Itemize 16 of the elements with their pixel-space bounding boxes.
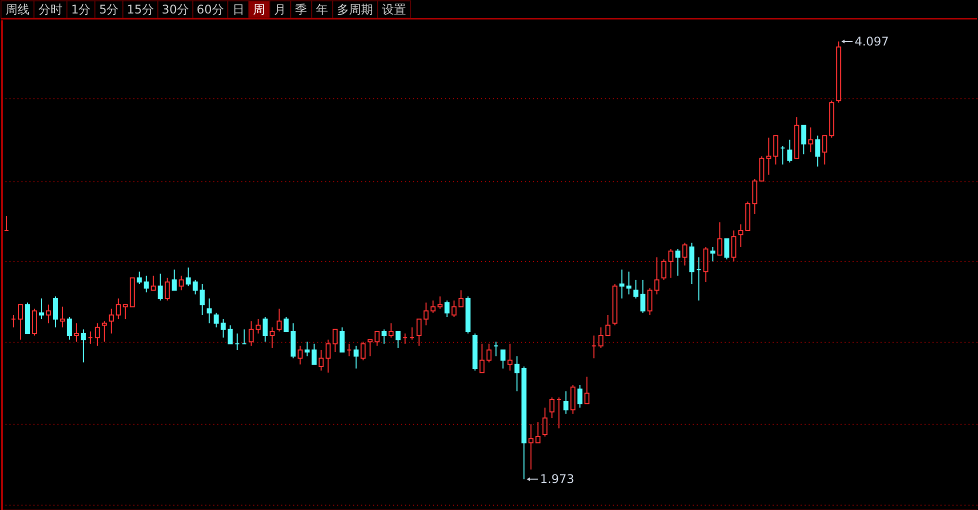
text: 4.097 — [854, 34, 889, 48]
text: 年 — [316, 2, 328, 17]
text: 30分 — [162, 2, 189, 17]
text: 5分 — [99, 2, 119, 17]
text: 月 — [274, 2, 286, 17]
text: 分时 — [38, 2, 62, 17]
text: 季 — [295, 2, 308, 17]
text: 设置 — [382, 2, 406, 17]
text: 1.973 — [540, 472, 574, 486]
text: 日 — [232, 2, 244, 17]
text: 多周期 — [337, 2, 374, 17]
text: 1分 — [71, 2, 91, 17]
text: 周线 — [5, 2, 30, 17]
text: 60分 — [196, 2, 224, 17]
text: 周 — [253, 2, 266, 17]
text: 15分 — [126, 2, 154, 17]
